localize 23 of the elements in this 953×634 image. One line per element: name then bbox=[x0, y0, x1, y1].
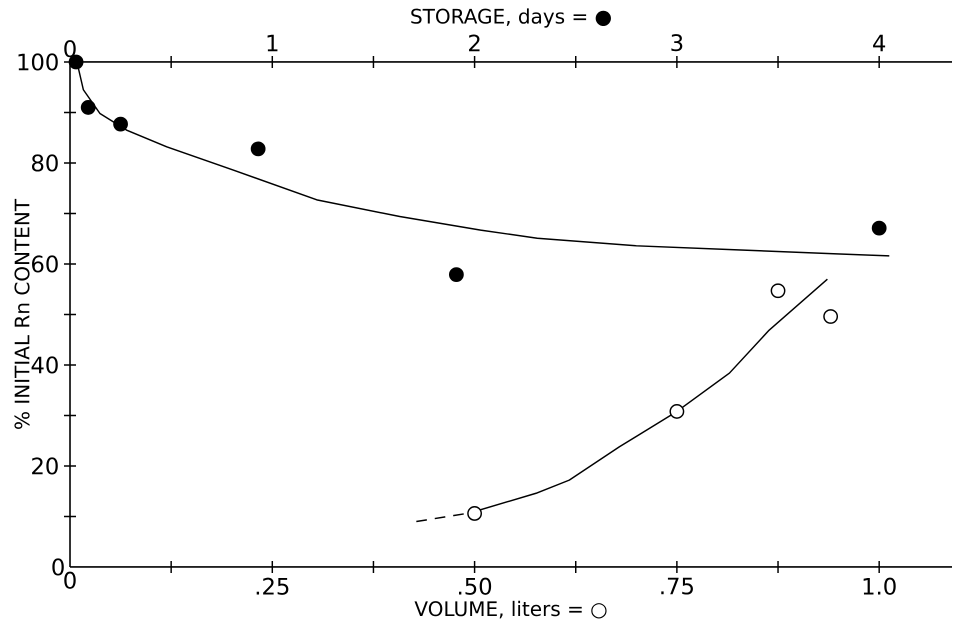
y-tick-label: 80 bbox=[32, 154, 58, 172]
x-tick-label: .75 bbox=[661, 578, 693, 595]
point bbox=[770, 283, 786, 298]
y-tick-label: 40 bbox=[32, 356, 58, 374]
x2-tick-label: 4 bbox=[873, 34, 886, 52]
y-tick-label: 0 bbox=[52, 558, 64, 576]
x2-axis-title: STORAGE, days = ● bbox=[411, 8, 611, 28]
point bbox=[669, 404, 684, 419]
x-tick-label: .25 bbox=[256, 578, 288, 595]
y-tick-label: 20 bbox=[32, 457, 58, 475]
y-axis-title: % INITIAL Rn CONTENT bbox=[14, 198, 30, 429]
point bbox=[823, 309, 838, 324]
x2-tick-label: 0 bbox=[64, 40, 76, 58]
x-tick-label: .50 bbox=[458, 578, 492, 595]
y-tick-label: 100 bbox=[18, 53, 58, 71]
x-tick-label: 1.0 bbox=[864, 578, 896, 595]
x2-tick-label: 2 bbox=[469, 34, 480, 52]
y-tick-label: 60 bbox=[32, 255, 58, 273]
x2-tick-label: 1 bbox=[268, 34, 278, 52]
point bbox=[467, 506, 482, 521]
x2-tick-label: 3 bbox=[671, 34, 682, 52]
x-tick-label: 0 bbox=[64, 572, 76, 589]
x-axis-title: VOLUME, liters = ○ bbox=[414, 600, 607, 619]
